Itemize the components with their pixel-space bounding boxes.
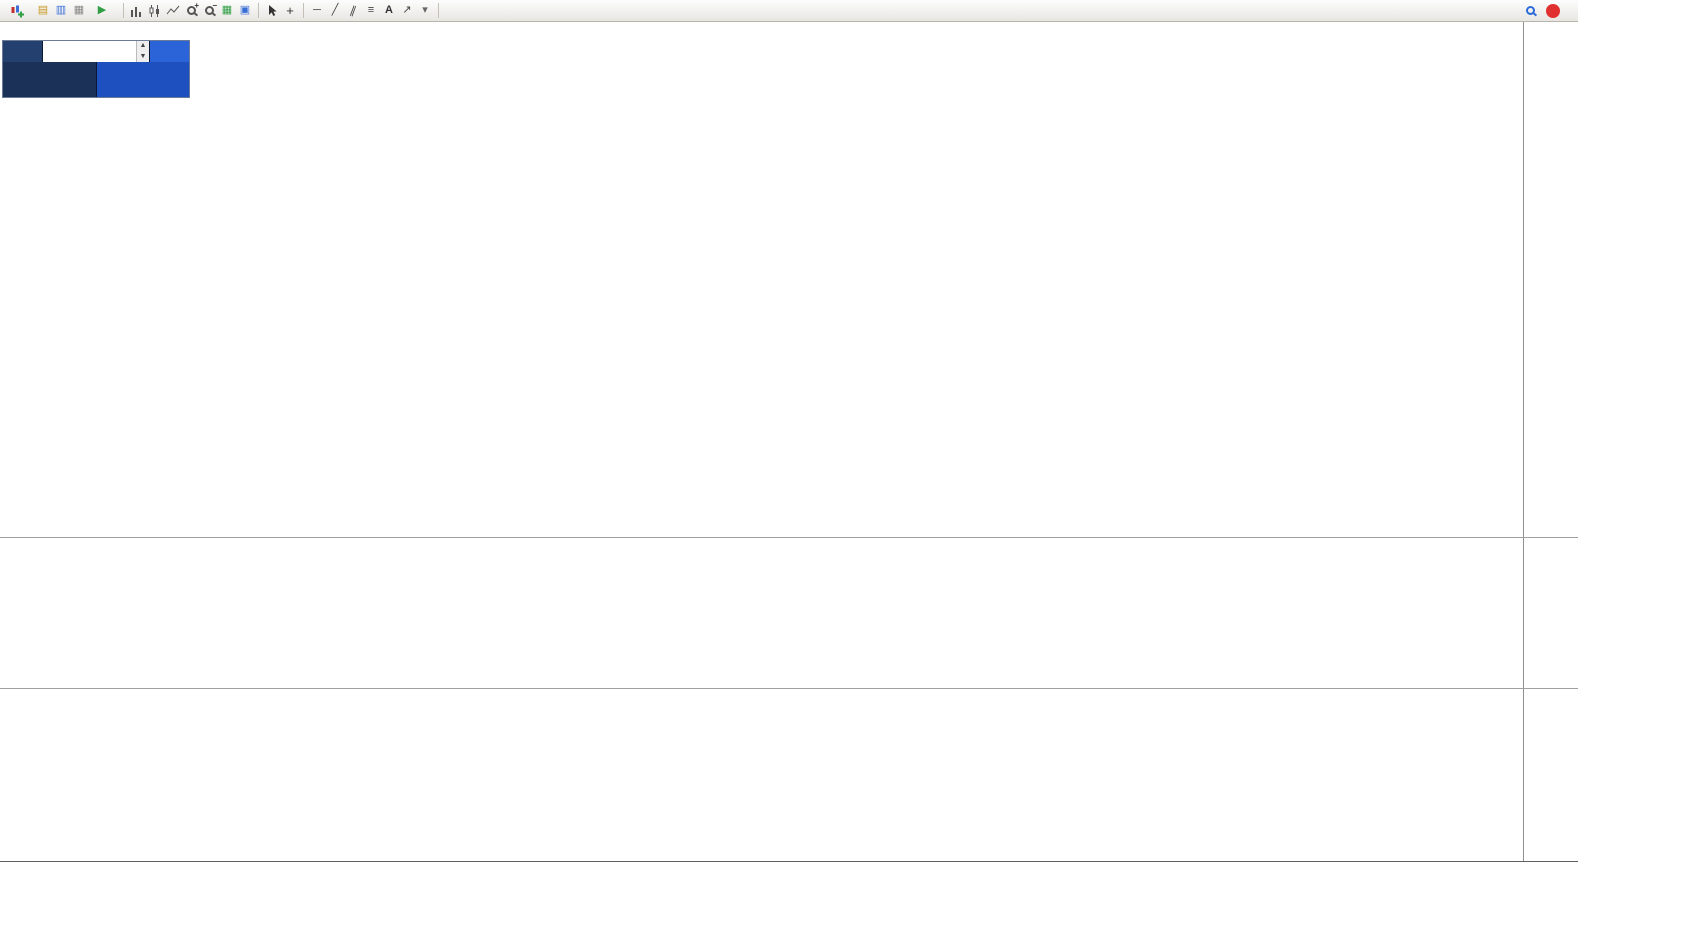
cursor-icon[interactable] [264,3,280,19]
sell-price[interactable] [3,62,97,97]
bar-chart-icon[interactable] [129,3,145,19]
arrange-windows-icon[interactable]: ▣ [239,4,251,16]
one-click-trading-panel: ▲ ▼ [2,40,190,98]
data-window-icon[interactable]: ▦ [73,4,85,16]
price-chart-canvas[interactable] [0,22,1523,537]
panel-separator[interactable] [0,537,1578,538]
macd-panel[interactable] [0,538,1523,688]
macd-canvas[interactable] [0,538,1523,688]
mt4-window: ▤ ▥ ▦ ▶ + − ▦ ▣ + ─ ╱ ∥ ≡ A ↗ ▾ [0,0,1578,883]
search-icon[interactable] [1522,3,1538,19]
shapes-dropdown-icon[interactable]: ▾ [422,4,428,16]
auto-trading-play-icon: ▶ [97,4,107,16]
candlestick-chart-icon[interactable] [147,3,163,19]
buy-price[interactable] [96,62,189,97]
rsi-canvas[interactable] [0,689,1523,861]
volume-decrease-button[interactable]: ▼ [137,51,149,62]
sell-button[interactable] [3,41,43,62]
zoom-out-icon[interactable]: − [201,1,217,19]
line-chart-icon[interactable] [165,3,181,19]
price-axis[interactable] [1523,22,1578,861]
horizontal-line-icon[interactable]: ─ [313,4,321,16]
buy-button[interactable] [149,41,189,62]
equidistant-channel-icon[interactable]: ∥ [348,3,358,17]
volume-spinner: ▲ ▼ [43,41,149,62]
zoom-in-icon[interactable]: + [183,1,199,19]
toolbar-separator [258,3,259,18]
panel-separator[interactable] [0,688,1578,689]
profiles-icon[interactable]: ▤ [37,4,49,16]
arrows-icon[interactable]: ↗ [402,4,412,16]
time-axis[interactable] [0,861,1578,882]
volume-input[interactable] [43,41,136,62]
toolbar-separator [123,3,124,18]
trendline-icon[interactable]: ╱ [331,4,339,16]
fibonacci-icon[interactable]: ≡ [367,4,375,16]
crosshair-icon[interactable]: + [286,3,294,18]
volume-increase-button[interactable]: ▲ [137,41,149,52]
price-chart-panel[interactable]: ▲ ▼ [0,22,1523,537]
main-toolbar: ▤ ▥ ▦ ▶ + − ▦ ▣ + ─ ╱ ∥ ≡ A ↗ ▾ [0,0,1578,22]
toolbar-separator [303,3,304,18]
toolbar-separator [438,3,439,18]
tile-windows-icon[interactable]: ▦ [221,4,233,16]
new-order-button[interactable] [4,2,33,20]
auto-trading-button[interactable]: ▶ [89,2,118,20]
text-icon[interactable]: A [385,4,393,16]
notification-badge[interactable] [1546,3,1560,18]
market-watch-icon[interactable]: ▥ [55,4,67,16]
new-order-icon [9,3,25,19]
rsi-panel[interactable] [0,689,1523,861]
